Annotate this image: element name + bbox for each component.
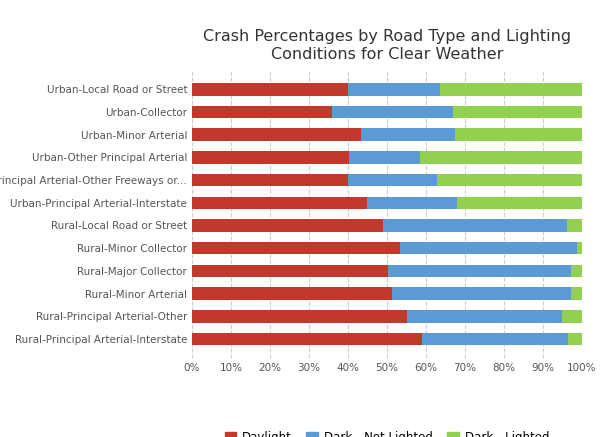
Bar <box>567 219 582 232</box>
Bar <box>392 288 571 300</box>
Bar <box>349 174 437 186</box>
Bar <box>388 265 571 277</box>
Bar <box>420 151 582 163</box>
Bar <box>349 151 420 163</box>
Bar <box>407 310 562 323</box>
Bar <box>383 219 567 232</box>
Bar <box>568 333 582 345</box>
Bar <box>562 310 582 323</box>
Bar <box>192 174 349 186</box>
Bar <box>347 83 440 96</box>
Bar <box>192 128 361 141</box>
Bar <box>400 242 577 254</box>
Bar <box>422 333 568 345</box>
Bar <box>192 106 332 118</box>
Legend: Daylight, Dark - Not Lighted, Dark - Lighted: Daylight, Dark - Not Lighted, Dark - Lig… <box>221 428 553 437</box>
Bar <box>192 151 349 163</box>
Bar <box>192 83 347 96</box>
Bar <box>192 333 422 345</box>
Bar <box>457 197 582 209</box>
Bar <box>452 106 582 118</box>
Bar <box>192 310 407 323</box>
Title: Crash Percentages by Road Type and Lighting
Conditions for Clear Weather: Crash Percentages by Road Type and Light… <box>203 29 571 62</box>
Bar <box>437 174 582 186</box>
Bar <box>440 83 582 96</box>
Bar <box>192 265 388 277</box>
Bar <box>571 288 582 300</box>
Bar <box>192 242 400 254</box>
Bar <box>332 106 452 118</box>
Bar <box>455 128 582 141</box>
Bar <box>577 242 582 254</box>
Bar <box>192 288 392 300</box>
Bar <box>571 265 582 277</box>
Bar <box>192 219 383 232</box>
Bar <box>367 197 457 209</box>
Bar <box>361 128 455 141</box>
Bar <box>192 197 367 209</box>
